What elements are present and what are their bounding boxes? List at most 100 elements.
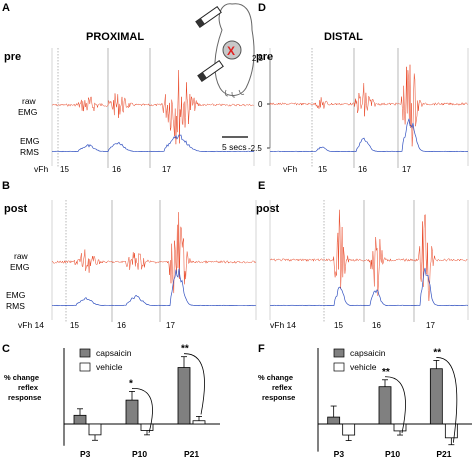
panel-f-chart: P3 P10 ** P21 ** [317,347,472,459]
panel-a-letter: A [2,2,10,14]
panel-a-vfh-label: vFh [34,164,48,174]
panel-e-letter: E [258,180,265,192]
panel-c: C % change reflex response P3 P10 * P21 ** c… [2,343,220,459]
panel-d-stim-17: 17 [402,165,411,174]
panel-a-rms-label-1: EMG [20,136,39,146]
panel-c-bar-capsaicin-p10 [125,399,139,425]
panel-b-emg-rms [51,268,256,307]
panel-a-scale-label: 5 secs [222,142,247,152]
panel-a-rms-label-2: RMS [20,147,39,157]
panel-d: D DISTAL pre 2.5 0 -2.5 vFh 15 16 17 [248,2,469,174]
panel-f-ylabel-1: % change [258,373,293,382]
panel-a-traces [51,48,255,168]
panel-d-letter: D [258,2,266,14]
panel-a-title: PROXIMAL [86,31,144,43]
panel-f-ylabel-3: response [262,393,295,402]
panel-a-stim-17: 17 [162,165,171,174]
panel-a-raw-label-2: EMG [18,107,37,117]
panel-a-condition: pre [4,51,21,63]
panel-a-stim-16: 16 [112,165,121,174]
panel-f-legend-swatch-vehicle [333,362,345,372]
panel-c-legend-vehicle: vehicle [96,362,123,372]
panel-b-stim-15: 15 [70,321,79,330]
panel-b-vfh-label: vFh 14 [18,320,44,330]
panel-d-condition: pre [256,51,273,63]
panel-c-bar-vehicle-p3 [88,423,102,436]
panel-f-sig-p21: ** [433,347,441,358]
panel-e-stim-16: 16 [372,321,381,330]
panel-f-sig-bracket-p10 [384,376,406,434]
panel-d-ytick-bottom: -2.5 [248,144,262,153]
panel-c-sig-bracket-p10 [131,388,153,433]
panel-d-stim-15: 15 [318,165,327,174]
panel-b-letter: B [2,180,10,192]
panel-c-ylabel-3: response [8,393,41,402]
panel-f-xtick-p10: P10 [385,449,400,459]
panel-b-stim-16: 16 [117,321,126,330]
panel-c-legend-swatch-vehicle [79,362,91,372]
panel-e-traces [269,200,469,322]
panel-c-chart: P3 P10 * P21 ** [63,344,220,459]
panel-b-stim-17: 17 [166,321,175,330]
panel-c-bar-vehicle-p21 [192,420,206,425]
panel-e-condition: post [256,203,280,215]
panel-d-ytick-top: 2.5 [252,54,264,63]
panel-f-legend-capsaicin: capsaicin [350,348,386,358]
panel-c-letter: C [2,343,10,355]
panel-b-raw-label-2: EMG [10,262,29,272]
panel-f-sig-p10: ** [382,367,390,378]
panel-f-sig-bracket-p21 [436,357,458,443]
panel-f-legend-vehicle: vehicle [350,362,377,372]
panel-a-raw-emg [51,70,254,145]
panel-e-stim-17: 17 [426,321,435,330]
probe-bottom-icon [197,59,224,83]
panel-f-bar-capsaicin-p21 [429,368,443,425]
panel-b-traces [51,200,257,322]
paw-marker: X [227,44,235,58]
panel-b-condition: post [4,203,28,215]
panel-c-ylabel-1: % change [4,373,39,382]
panel-d-emg-rms [269,118,468,153]
panel-b-raw-emg [51,212,256,294]
panel-a-stim-15: 15 [60,165,69,174]
panel-f-bar-vehicle-p3 [342,423,356,436]
panel-d-vfh-label: vFh [283,164,297,174]
panel-b: B post raw EMG EMG RMS vFh 14 15 16 17 [2,180,257,330]
panel-a-emg-rms [51,134,255,153]
panel-f: F % change reflex response P3 P10**P21** … [258,343,472,459]
paw-target-circle [222,40,242,60]
panel-d-raw-emg [269,64,468,147]
panel-c-xtick-p3: P3 [80,449,91,459]
paw-schematic: X [195,3,255,98]
panel-c-bar-capsaicin-p3 [73,414,87,425]
panel-d-ytick-zero: 0 [258,100,263,109]
panel-b-raw-label-1: raw [14,251,29,261]
panel-c-legend-swatch-capsaicin [79,348,91,358]
panel-e-raw-emg [270,209,468,301]
panel-c-ylabel-2: reflex [18,383,39,392]
panel-f-xtick-p21: P21 [436,449,451,459]
panel-e: E post vFh 14 15 16 17 [256,180,469,330]
panel-c-legend-capsaicin: capsaicin [96,348,132,358]
panel-f-xtick-p3: P3 [334,449,345,459]
panel-a: A PROXIMAL pre raw EMG EMG RMS vFh 15 16… [2,2,255,174]
panel-f-legend-swatch-capsaicin [333,348,345,358]
panel-c-bar-capsaicin-p21 [177,367,191,425]
panel-e-emg-rms [269,267,469,307]
panel-c-xtick-p10: P10 [132,449,147,459]
panel-e-vfh-label: vFh 14 [270,320,296,330]
panel-d-title: DISTAL [324,31,363,43]
panel-a-raw-label-1: raw [22,96,37,106]
panel-b-rms-label-2: RMS [6,301,25,311]
panel-b-rms-label-1: EMG [6,290,25,300]
panel-c-sig-p10: * [129,378,133,389]
panel-c-xtick-p21: P21 [184,449,199,459]
panel-f-ylabel-2: reflex [272,383,293,392]
panel-c-sig-bracket-p21 [183,353,205,415]
panel-d-traces [269,48,469,168]
panel-f-letter: F [258,343,265,355]
panel-d-stim-16: 16 [358,165,367,174]
panel-e-stim-15: 15 [334,321,343,330]
panel-c-sig-p21: ** [181,344,189,355]
